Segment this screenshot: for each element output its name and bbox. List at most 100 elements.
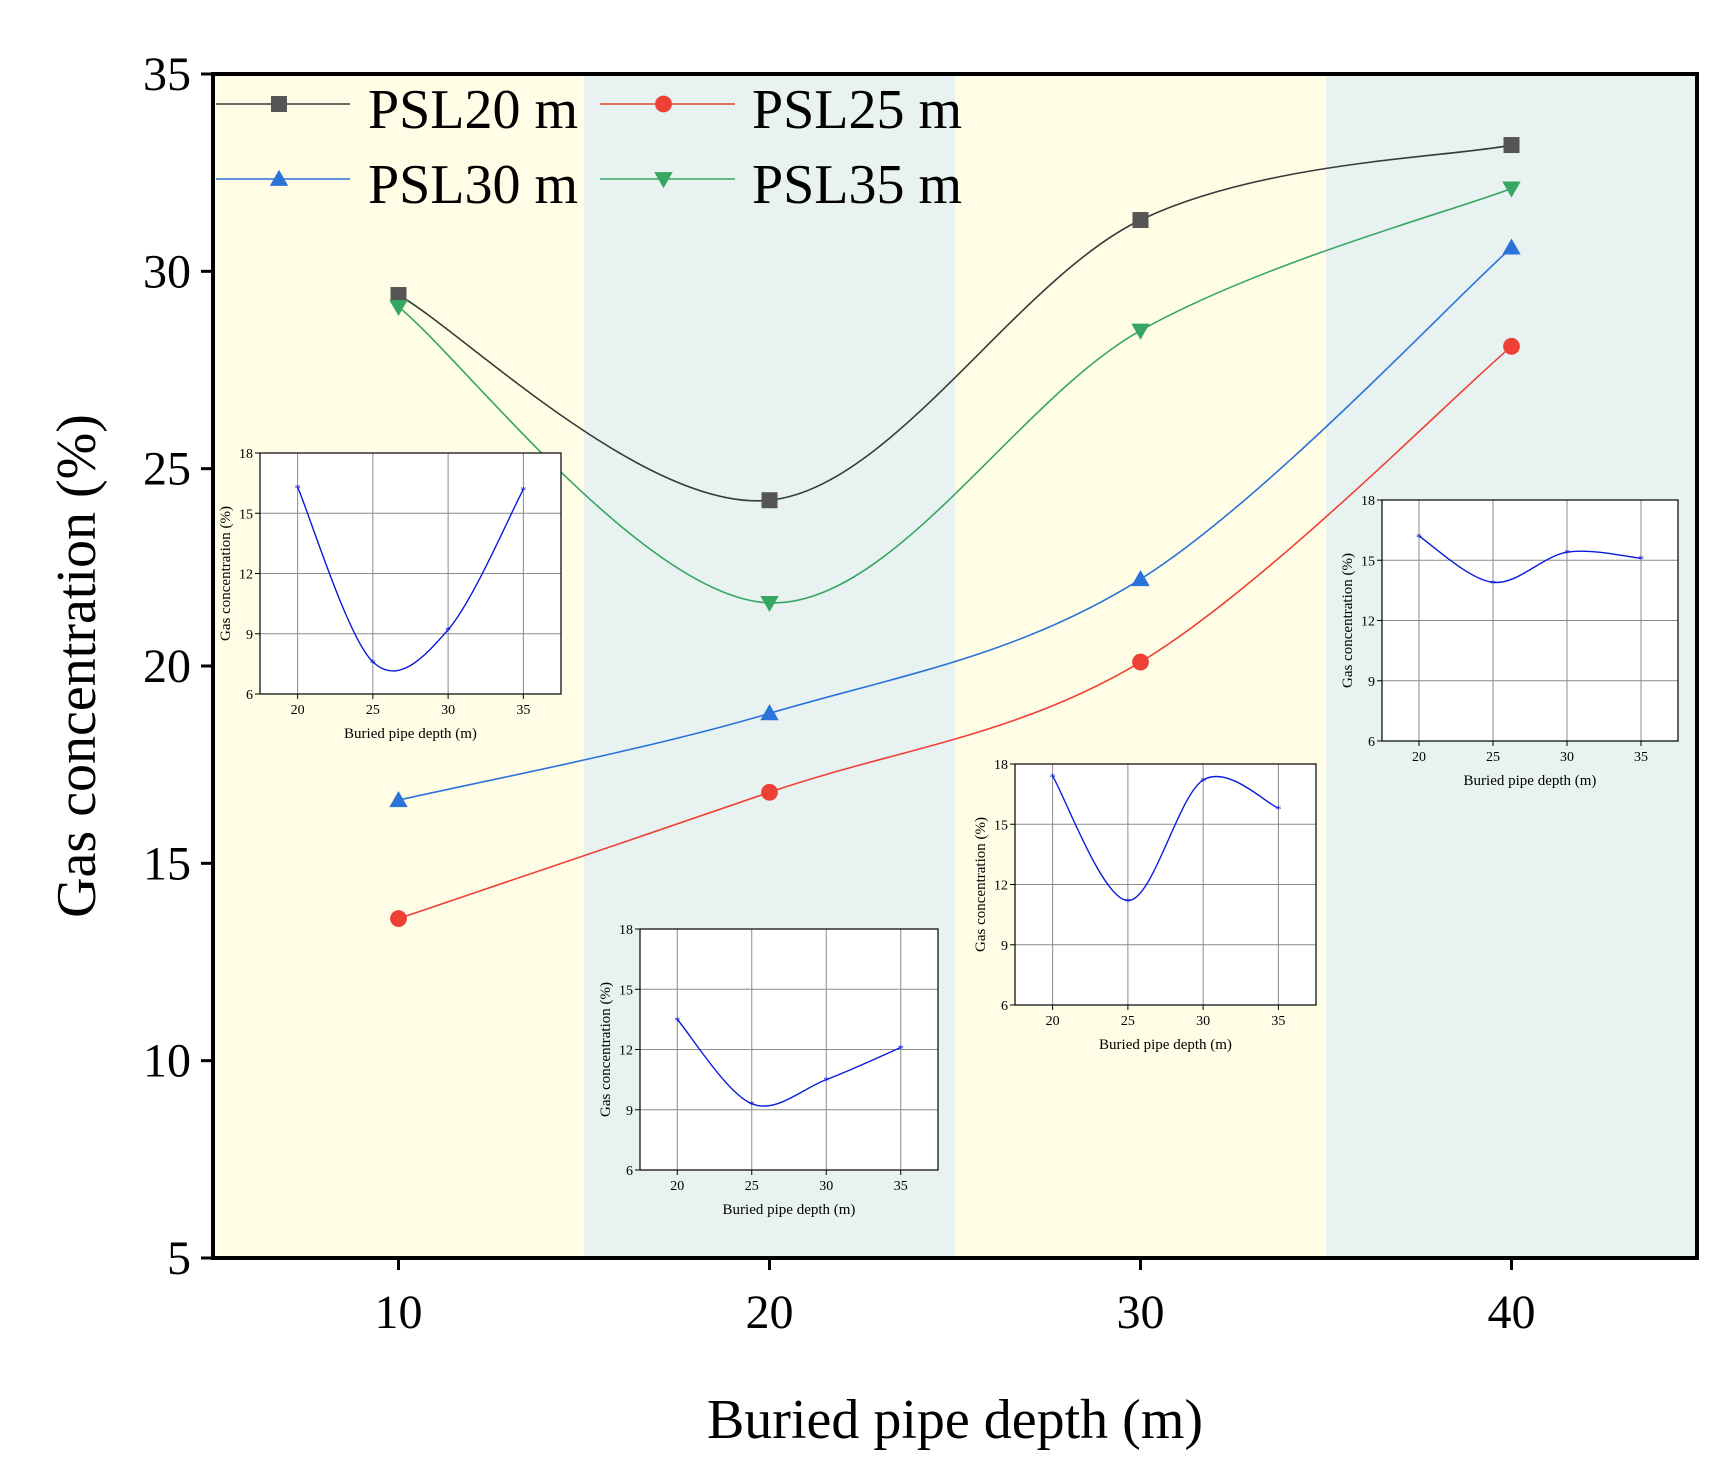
- inset-y-tick-label-12: 12: [1361, 615, 1375, 630]
- inset-y-tick-label-18: 18: [239, 447, 253, 462]
- inset-frame: [1381, 499, 1679, 742]
- inset-point-25: *: [1125, 895, 1131, 909]
- inset-point-35: *: [898, 1041, 904, 1055]
- inset-point-25: *: [749, 1098, 755, 1112]
- inset-point-30: *: [1200, 774, 1206, 788]
- x-tick-label-20: 20: [746, 1286, 794, 1339]
- y-tick-label-30: 30: [143, 245, 191, 298]
- inset-y-tick-label-6: 6: [1368, 735, 1375, 750]
- series-point-20: [760, 595, 779, 613]
- series-point-30: [1131, 569, 1150, 587]
- inset-point-30: *: [1564, 546, 1570, 560]
- inset-y-tick-label-18: 18: [994, 758, 1008, 773]
- legend-label: PSL35 m: [752, 154, 962, 216]
- inset-4: 20 25 30 35 6 9 12 15 18 * * * * Buried pipe depth (m…: [1340, 494, 1679, 789]
- inset-point-25: *: [370, 656, 376, 670]
- insets: 20 25 30 35 6 9 12 15 18 * * * * Buried pipe depth (m…: [218, 447, 1679, 1218]
- inset-y-tick-label-18: 18: [619, 923, 633, 938]
- inset-point-20: *: [295, 481, 301, 495]
- series-point-40: [1503, 137, 1520, 154]
- inset-1: 20 25 30 35 6 9 12 15 18 * * * * Buried pipe depth (m…: [218, 447, 562, 742]
- legend-marker: [269, 169, 289, 186]
- inset-frame: [259, 452, 562, 695]
- inset-x-tick-label-35: 35: [1634, 750, 1648, 765]
- plot-frame: [211, 72, 1699, 1260]
- legend-label: PSL25 m: [752, 79, 962, 141]
- inset-y-tick-label-15: 15: [619, 983, 633, 998]
- y-tick-label-25: 25: [143, 443, 191, 496]
- legend-marker: [654, 172, 673, 189]
- x-axis-title: Buried pipe depth (m): [707, 1389, 1203, 1451]
- inset-y-tick-label-9: 9: [1001, 939, 1008, 954]
- series-line: [398, 247, 1513, 801]
- x-tick-label-10: 10: [375, 1286, 423, 1339]
- inset-x-tick-label-20: 20: [1046, 1014, 1060, 1029]
- inset-y-tick-label-6: 6: [626, 1164, 633, 1179]
- inset-y-axis-title: Gas concentration (%): [1340, 553, 1356, 688]
- inset-y-axis-title: Gas concentration (%): [973, 817, 989, 952]
- inset-x-tick-label-35: 35: [516, 703, 530, 718]
- legend-label: PSL30 m: [368, 154, 578, 216]
- series-point-20: [761, 492, 778, 509]
- series-psl25-m: [390, 337, 1520, 927]
- inset-point-35: *: [1275, 802, 1281, 816]
- inset-y-axis-title: Gas concentration (%): [218, 506, 234, 641]
- inset-frame: [639, 928, 939, 1171]
- inset-x-tick-label-20: 20: [1412, 750, 1426, 765]
- inset-y-tick-label-15: 15: [1361, 554, 1375, 569]
- inset-line: [296, 486, 524, 672]
- y-tick-label-10: 10: [143, 1035, 191, 1088]
- legend-item-2: PSL25 m: [600, 79, 962, 141]
- x-tick-label-40: 40: [1488, 1286, 1536, 1339]
- series-point-10: [389, 790, 408, 808]
- inset-3: 20 25 30 35 6 9 12 15 18 * * * * Buried pipe depth (m…: [973, 758, 1317, 1053]
- inset-x-axis-title: Buried pipe depth (m): [1464, 773, 1597, 789]
- inset-line: [1052, 775, 1279, 902]
- legend-item-4: PSL35 m: [600, 154, 962, 216]
- series-point-10: [390, 287, 407, 304]
- inset-point-20: *: [1050, 770, 1056, 784]
- inset-x-tick-label-30: 30: [441, 703, 455, 718]
- series-point-10: [389, 299, 408, 317]
- series-line: [398, 144, 1512, 502]
- series-point-40: [1502, 181, 1521, 198]
- inset-x-axis-title: Buried pipe depth (m): [1099, 1037, 1232, 1053]
- inset-x-tick-label-25: 25: [1121, 1014, 1135, 1029]
- y-axis-title: Gas concentration (%): [46, 414, 108, 918]
- inset-y-tick-label-12: 12: [239, 568, 253, 583]
- inset-point-20: *: [674, 1013, 680, 1027]
- inset-y-tick-label-18: 18: [1361, 494, 1375, 509]
- inset-point-30: *: [823, 1074, 829, 1088]
- series-point-40: [1502, 238, 1521, 255]
- inset-2: 20 25 30 35 6 9 12 15 18 * * * * Buried pipe depth (m…: [598, 923, 939, 1218]
- inset-x-tick-label-30: 30: [819, 1179, 833, 1194]
- legend-item-3: PSL30 m: [216, 154, 578, 216]
- inset-point-30: *: [445, 624, 451, 638]
- inset-point-20: *: [1416, 530, 1422, 544]
- inset-point-35: *: [1638, 552, 1644, 566]
- legend-label: PSL20 m: [368, 79, 578, 141]
- series-point-20: [760, 704, 779, 721]
- legend-marker: [655, 95, 672, 113]
- inset-x-tick-label-25: 25: [1486, 750, 1500, 765]
- inset-y-tick-label-9: 9: [626, 1104, 633, 1119]
- inset-y-tick-label-15: 15: [239, 507, 253, 522]
- series-psl20-m: [390, 137, 1520, 509]
- series-point-30: [1131, 323, 1150, 340]
- y-tick-label-15: 15: [143, 837, 191, 890]
- series-point-10: [390, 910, 407, 927]
- inset-x-axis-title: Buried pipe depth (m): [723, 1202, 856, 1218]
- inset-y-axis-title: Gas concentration (%): [598, 982, 614, 1117]
- legend-marker: [271, 96, 287, 112]
- inset-x-tick-label-25: 25: [745, 1179, 759, 1194]
- legend-item-1: PSL20 m: [216, 79, 578, 141]
- inset-point-35: *: [520, 483, 526, 497]
- inset-x-tick-label-35: 35: [894, 1179, 908, 1194]
- background-bands: [213, 74, 1697, 1258]
- series-point-20: [761, 783, 778, 801]
- inset-y-tick-label-6: 6: [1001, 999, 1008, 1014]
- inset-line: [1418, 535, 1642, 584]
- inset-frame: [1014, 763, 1317, 1006]
- inset-x-axis-title: Buried pipe depth (m): [344, 726, 477, 742]
